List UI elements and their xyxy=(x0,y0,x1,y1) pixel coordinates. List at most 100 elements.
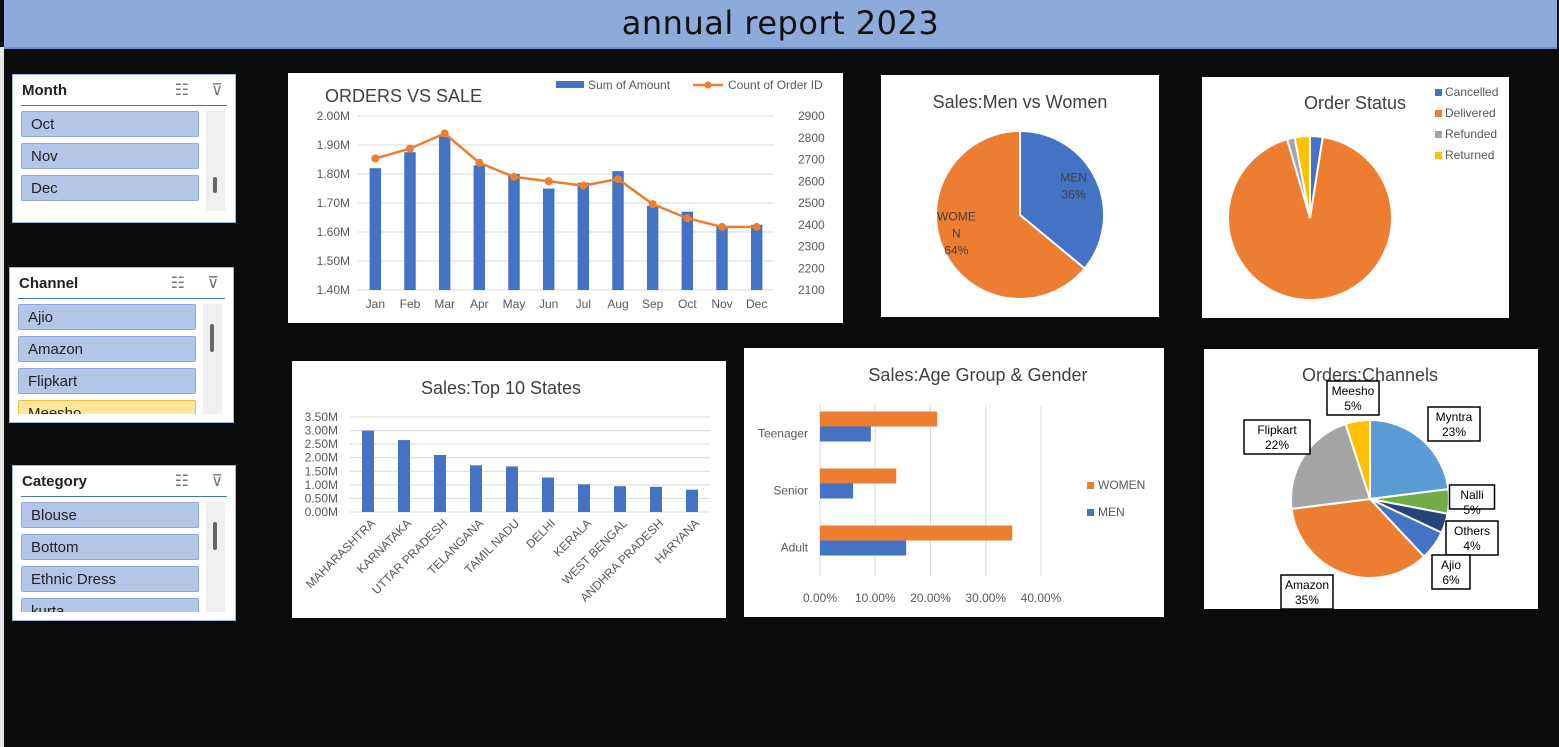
chart-order-status[interactable]: Order Status Cancelled Delivered Refunded R… xyxy=(1202,77,1509,318)
slicer-item-selected[interactable]: Meesho xyxy=(18,400,196,414)
y2-tick-label: 2600 xyxy=(798,174,825,188)
chart-men-vs-women[interactable]: Sales:Men vs Women MEN 36% WOME N 64% xyxy=(881,75,1159,317)
multi-select-icon[interactable]: ☷ xyxy=(170,275,185,292)
line-point xyxy=(475,158,484,167)
slicer-item[interactable]: Amazon xyxy=(18,336,196,362)
slicer-item[interactable]: Bottom xyxy=(21,534,199,560)
men-vs-women-svg: Sales:Men vs Women MEN 36% WOME N 64% xyxy=(933,92,1108,300)
callout-box xyxy=(1326,380,1380,416)
bar-mark xyxy=(542,188,555,290)
legend-label: WOMEN xyxy=(1098,478,1145,492)
scrollbar-thumb[interactable] xyxy=(213,177,217,193)
y2-tick-label: 2300 xyxy=(798,240,825,254)
pie-data-label: Ajio xyxy=(1441,558,1461,572)
slicer-item[interactable]: Flipkart xyxy=(18,368,196,394)
pie-slice xyxy=(1227,135,1393,301)
top-states-svg: Sales:Top 10 States 0.00M0.50M1.00M1.50M… xyxy=(303,378,710,605)
legend-label: Cancelled xyxy=(1445,85,1498,99)
legend-swatch xyxy=(1435,152,1442,159)
chart-title: Sales:Men vs Women xyxy=(933,92,1108,112)
slicer-header: Channel ☷ ⊽ xyxy=(18,268,225,299)
bar-mark xyxy=(473,165,486,290)
x-tick-label: Apr xyxy=(470,297,489,311)
y2-tick-label: 2800 xyxy=(798,131,825,145)
orders-channels-svg: Orders:Channels Myntra23%Nalli5%Others4%… xyxy=(1243,365,1499,610)
bar-mark xyxy=(362,430,374,512)
slicer-item-list: Blouse Bottom Ethnic Dress kurta xyxy=(21,502,199,612)
order-status-svg: Order Status Cancelled Delivered Refunded R… xyxy=(1227,85,1498,301)
slicer-item[interactable]: Nov xyxy=(21,143,199,169)
pie-data-label: MEN xyxy=(1060,171,1087,185)
slicer-item[interactable]: Blouse xyxy=(21,502,199,528)
y-tick-label: 1.40M xyxy=(317,283,350,297)
slicer-item[interactable]: Ethnic Dress xyxy=(21,566,199,592)
x-tick-label: Jul xyxy=(576,297,591,311)
pie-data-label: Others xyxy=(1454,524,1490,538)
legend-swatch xyxy=(1435,131,1442,138)
chart-orders-channels[interactable]: Orders:Channels Myntra 23% Nalli 5% Others 4%… xyxy=(1204,349,1538,610)
pie-data-label: WOME xyxy=(937,209,976,223)
pie-data-label: 5% xyxy=(1344,399,1362,413)
bar-mark xyxy=(438,136,451,290)
scrollbar-thumb[interactable] xyxy=(213,522,217,550)
series-line xyxy=(374,131,757,229)
slicer-category[interactable]: Category ☷ ⊽ Blouse Bottom Ethnic Dress … xyxy=(12,465,236,621)
slicer-channel[interactable]: Channel ☷ ⊽ Ajio Amazon Flipkart Meesho xyxy=(9,267,234,423)
bar-mark xyxy=(686,489,698,512)
legend-swatch xyxy=(1087,482,1094,489)
x-tick-label: May xyxy=(503,297,526,311)
chart-top-states[interactable]: Sales:Top 10 States 0.00M 0.50M 1.00M 1.50M… xyxy=(292,361,726,618)
bar-mark xyxy=(820,525,1013,541)
slicer-title: Category xyxy=(22,473,88,490)
slicer-month[interactable]: Month ☷ ⊽ Oct Nov Dec xyxy=(12,74,236,223)
pie-slice xyxy=(1344,418,1371,500)
sheet-edge xyxy=(0,47,4,747)
slicer-header: Month ☷ ⊽ xyxy=(21,75,227,106)
scrollbar[interactable] xyxy=(203,304,222,414)
pie-data-label: 6% xyxy=(1442,573,1460,587)
legend-label: Delivered xyxy=(1445,106,1496,120)
scrollbar[interactable] xyxy=(206,111,225,211)
x-tick-label: Mar xyxy=(434,297,455,311)
slicer-item[interactable]: Oct xyxy=(21,111,199,137)
line-point xyxy=(406,144,414,153)
slicer-title: Channel xyxy=(19,275,79,292)
line-point xyxy=(440,129,449,138)
bar-mark xyxy=(470,465,482,512)
multi-select-icon[interactable]: ☷ xyxy=(174,473,189,490)
slicer-item[interactable]: Dec xyxy=(21,175,199,201)
chart-orders-vs-sale[interactable]: ORDERS VS SALE 1.40M 1.50M 1.60M 1.70M 1.80M… xyxy=(288,73,843,323)
chart-age-gender[interactable]: Sales:Age Group & Gender 0.00% 10.00% 20.0… xyxy=(744,348,1164,617)
multi-select-icon[interactable]: ☷ xyxy=(174,82,189,99)
y-tick-label: 3.50M xyxy=(305,410,338,424)
bar-mark xyxy=(820,468,897,484)
line-point xyxy=(718,222,726,231)
clear-filter-icon[interactable]: ⊽ xyxy=(211,82,223,99)
bar-mark xyxy=(612,171,624,290)
scrollbar[interactable] xyxy=(206,502,225,612)
slicer-item[interactable]: kurta xyxy=(21,598,199,612)
callout-box xyxy=(1431,554,1471,590)
slicer-item[interactable]: Ajio xyxy=(18,304,196,330)
scrollbar-thumb[interactable] xyxy=(210,324,214,352)
legend-swatch xyxy=(1087,509,1094,516)
y-tick-label: 1.50M xyxy=(305,464,338,478)
slicer-title: Month xyxy=(22,82,67,99)
x-tick-label: 0.00% xyxy=(803,591,837,605)
legend-swatch xyxy=(1435,110,1442,117)
clear-filter-icon[interactable]: ⊽ xyxy=(211,473,223,490)
x-tick-label: 10.00% xyxy=(855,591,896,605)
y-tick-label: 1.70M xyxy=(317,196,350,210)
y-tick-label: 2.50M xyxy=(305,437,338,451)
legend-label: Count of Order ID xyxy=(728,78,823,92)
pie-data-label: Myntra xyxy=(1436,410,1473,424)
y2-tick-label: 2100 xyxy=(798,283,825,297)
x-tick-label: DELHI xyxy=(523,516,558,551)
legend-swatch xyxy=(556,81,584,88)
pie-slice xyxy=(1290,422,1372,511)
y-tick-label: Senior xyxy=(773,484,808,498)
report-title: annual report 2023 xyxy=(621,4,940,42)
pie-data-label: 35% xyxy=(1295,593,1319,607)
clear-filter-icon[interactable]: ⊽ xyxy=(207,275,219,292)
y2-tick-label: 2200 xyxy=(798,261,825,275)
